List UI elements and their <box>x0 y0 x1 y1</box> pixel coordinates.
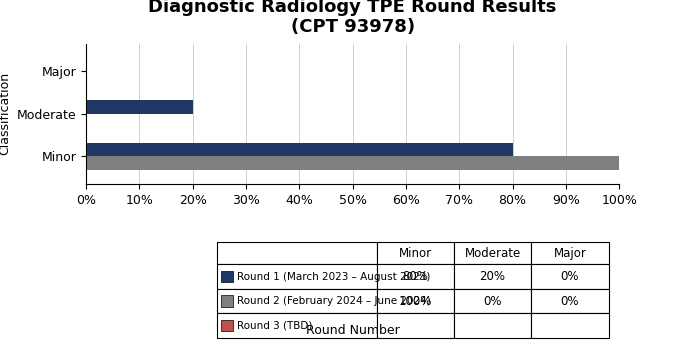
FancyBboxPatch shape <box>454 264 531 289</box>
FancyBboxPatch shape <box>221 295 233 307</box>
Text: 20%: 20% <box>480 270 506 283</box>
FancyBboxPatch shape <box>376 313 454 338</box>
Text: 100%: 100% <box>398 295 432 307</box>
FancyBboxPatch shape <box>454 313 531 338</box>
Text: Moderate: Moderate <box>464 247 521 260</box>
Text: 0%: 0% <box>483 295 502 307</box>
Text: Round 3 (TBD): Round 3 (TBD) <box>237 321 312 331</box>
FancyBboxPatch shape <box>217 264 376 289</box>
FancyBboxPatch shape <box>217 289 376 313</box>
FancyBboxPatch shape <box>217 242 376 264</box>
Text: Round 2 (February 2024 – June 2024): Round 2 (February 2024 – June 2024) <box>237 296 431 306</box>
FancyBboxPatch shape <box>531 289 609 313</box>
FancyBboxPatch shape <box>531 242 609 264</box>
FancyBboxPatch shape <box>376 242 454 264</box>
FancyBboxPatch shape <box>376 289 454 313</box>
Text: 0%: 0% <box>561 295 579 307</box>
Text: Minor: Minor <box>398 247 432 260</box>
Bar <box>86 100 193 114</box>
Bar <box>86 156 619 170</box>
FancyBboxPatch shape <box>531 264 609 289</box>
Text: Major: Major <box>553 247 586 260</box>
Text: Round Number: Round Number <box>305 323 400 337</box>
Title: Diagnostic Radiology TPE Round Results
(CPT 93978): Diagnostic Radiology TPE Round Results (… <box>149 0 557 36</box>
FancyBboxPatch shape <box>217 313 376 338</box>
FancyBboxPatch shape <box>454 242 531 264</box>
Text: 80%: 80% <box>402 270 428 283</box>
FancyBboxPatch shape <box>531 313 609 338</box>
FancyBboxPatch shape <box>376 264 454 289</box>
Y-axis label: Classification: Classification <box>0 72 11 155</box>
Bar <box>86 143 513 156</box>
FancyBboxPatch shape <box>221 271 233 282</box>
FancyBboxPatch shape <box>454 289 531 313</box>
Text: 0%: 0% <box>561 270 579 283</box>
FancyBboxPatch shape <box>221 320 233 331</box>
Text: Round 1 (March 2023 – August 2023): Round 1 (March 2023 – August 2023) <box>237 272 430 282</box>
